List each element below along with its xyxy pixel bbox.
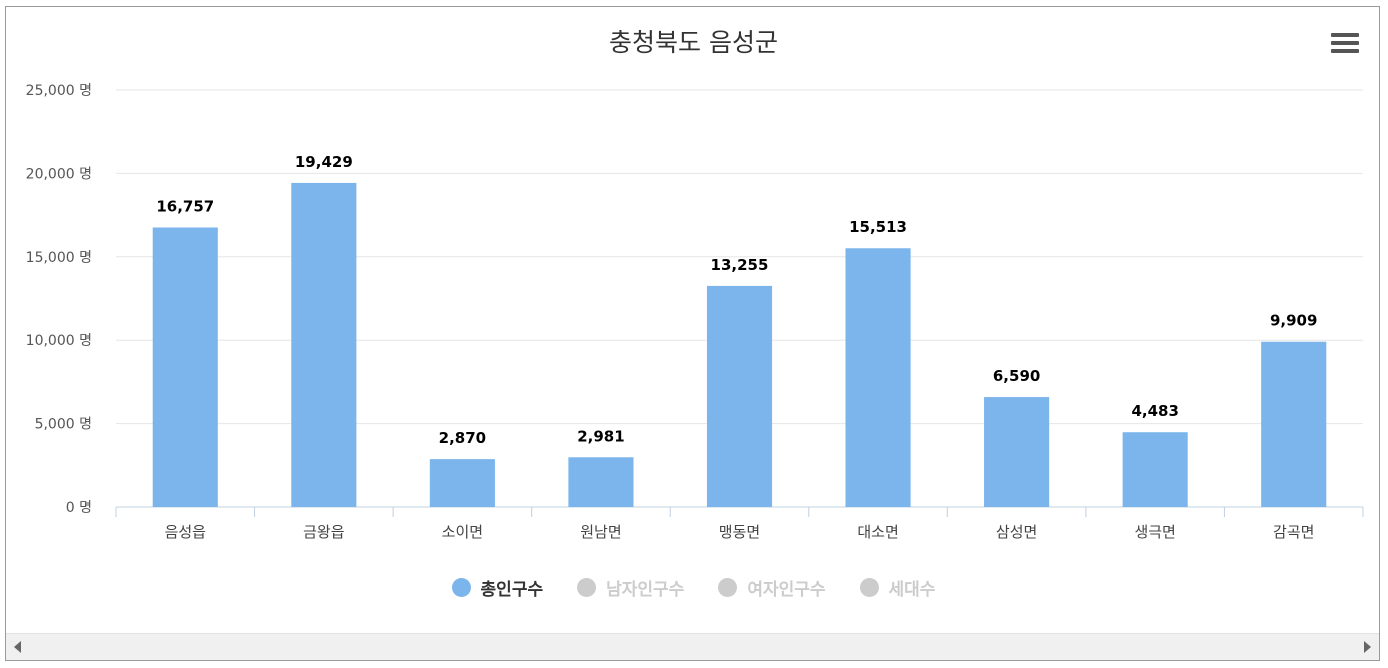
data-label: 13,255	[711, 256, 769, 274]
x-tick-label: 감곡면	[1273, 523, 1314, 541]
scroll-left-arrow-icon[interactable]	[14, 641, 21, 653]
legend-marker-icon	[451, 578, 471, 597]
y-tick-label: 25,000 명	[26, 83, 92, 99]
y-tick-label: 15,000 명	[26, 250, 92, 266]
legend-item[interactable]: 총인구수	[451, 575, 544, 600]
bar-맹동면	[706, 285, 773, 507]
legend-marker-icon	[718, 578, 738, 597]
chart-legend: 총인구수 남자인구수 여자인구수 세대수	[6, 575, 1381, 600]
legend-label: 여자인구수	[747, 580, 826, 600]
chart-title: 충청북도 음성군	[609, 28, 778, 57]
scroll-right-arrow-icon[interactable]	[1364, 641, 1371, 653]
data-label: 2,981	[577, 427, 624, 445]
horizontal-scrollbar[interactable]	[6, 633, 1379, 660]
data-label: 19,429	[295, 153, 353, 171]
legend-label: 남자인구수	[606, 580, 685, 600]
x-tick-label: 맹동면	[719, 523, 760, 541]
bar-소이면	[429, 459, 495, 507]
bar-음성읍	[152, 227, 218, 508]
data-label: 9,909	[1270, 312, 1317, 330]
x-tick-label: 금왕읍	[303, 523, 344, 541]
x-tick-label: 대소면	[857, 523, 898, 541]
bar-대소면	[845, 248, 911, 507]
legend-item[interactable]: 남자인구수	[577, 575, 684, 600]
data-label: 16,757	[156, 197, 214, 215]
legend-item[interactable]: 여자인구수	[718, 575, 826, 600]
bar-감곡면	[1261, 341, 1327, 507]
x-tick-label: 삼성면	[996, 523, 1037, 541]
legend-item[interactable]: 세대수	[859, 575, 936, 600]
chart-container: 충청북도 음성군 0 명 5,000 명 10,000 명 15,000 명 20,00…	[5, 6, 1380, 661]
data-label: 2,870	[439, 429, 486, 447]
y-tick-label: 0 명	[66, 500, 92, 516]
y-tick-label: 10,000 명	[26, 333, 92, 349]
bar-chart: 0 명 5,000 명 10,000 명 15,000 명 20,000 명 25,000…	[26, 83, 1364, 541]
legend-marker-icon	[577, 578, 597, 597]
legend-label: 총인구수	[480, 580, 544, 600]
y-tick-label: 5,000 명	[35, 417, 92, 433]
data-label: 6,590	[993, 367, 1040, 385]
hamburger-menu-icon[interactable]	[1331, 33, 1359, 57]
bar-삼성면	[984, 397, 1050, 507]
bar-금왕읍	[291, 182, 357, 507]
legend-marker-icon	[859, 578, 879, 597]
bar-생극면	[1122, 432, 1188, 507]
y-tick-label: 20,000 명	[26, 166, 92, 182]
x-tick-label: 소이면	[442, 523, 483, 541]
x-tick-label: 원남면	[580, 523, 621, 541]
data-label: 4,483	[1131, 402, 1178, 420]
x-tick-label: 생극면	[1134, 523, 1175, 541]
legend-label: 세대수	[888, 580, 936, 600]
x-tick-label: 음성읍	[165, 523, 206, 541]
bar-원남면	[568, 457, 634, 507]
data-label: 15,513	[849, 218, 907, 236]
